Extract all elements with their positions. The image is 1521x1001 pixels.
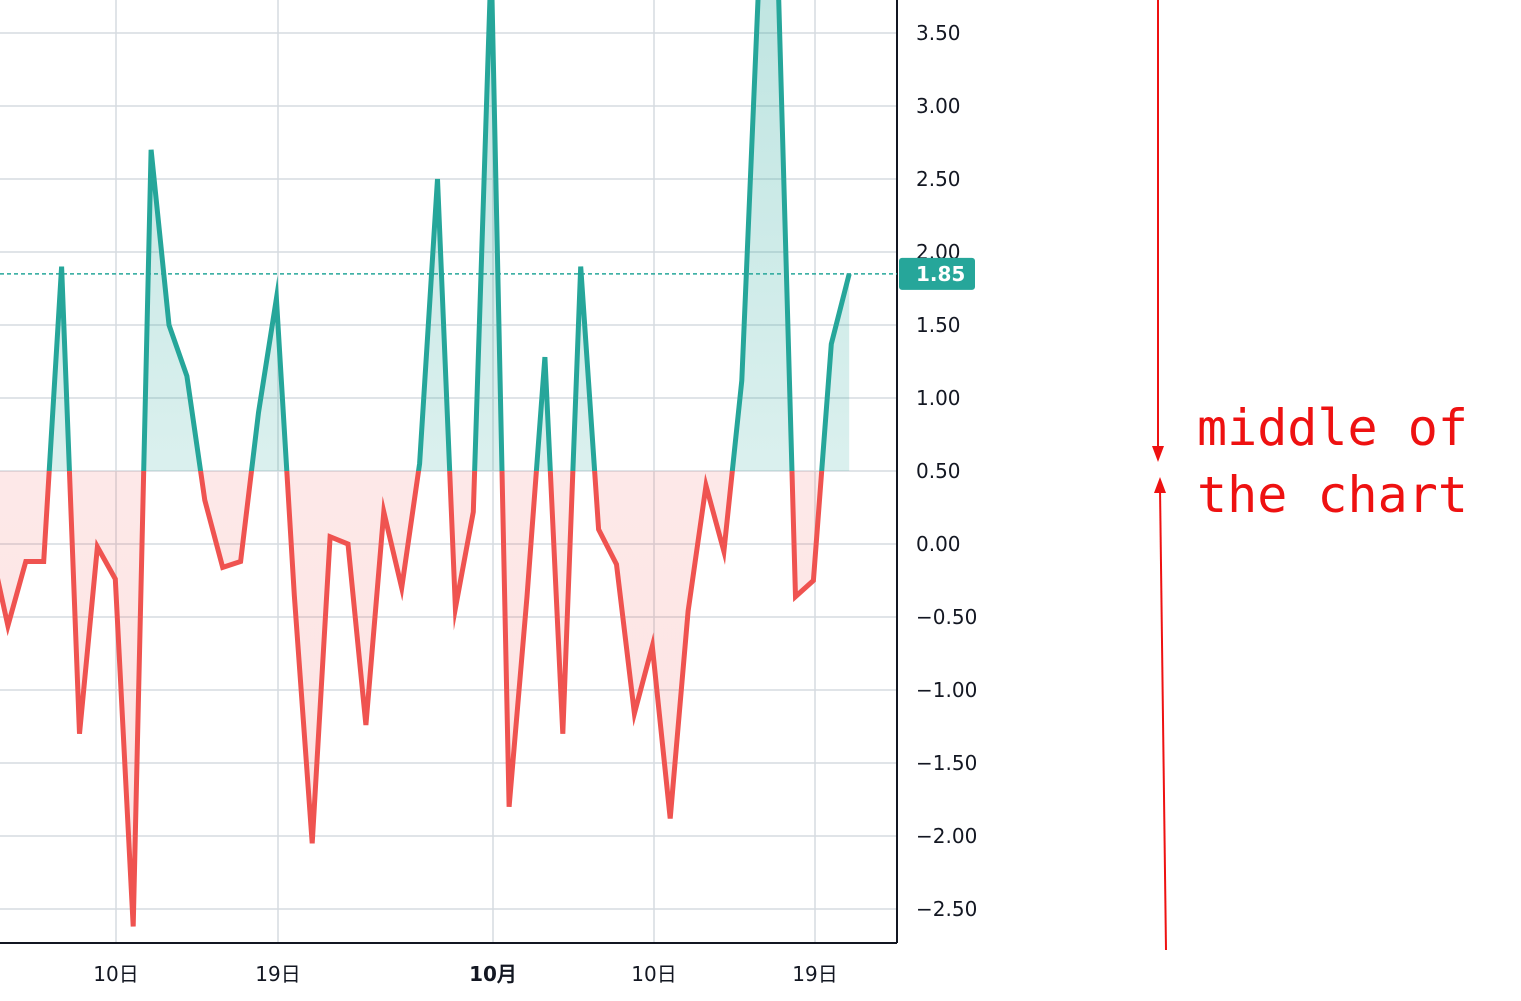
annotation-arrow-down-head: [1152, 446, 1164, 462]
area-fill-below: [0, 471, 850, 927]
x-tick-label: 19日: [792, 962, 837, 986]
y-tick-label: −1.00: [916, 678, 977, 702]
y-tick-label: 2.50: [916, 167, 961, 191]
y-axis-labels: 3.503.002.502.001.501.000.500.00−0.50−1.…: [916, 21, 977, 921]
area-fill-above: [0, 0, 850, 471]
y-tick-label: 3.00: [916, 94, 961, 118]
last-value-badge: [899, 257, 975, 290]
series-line-below: [0, 471, 825, 927]
last-value-marker: 1.85: [0, 257, 975, 290]
annotation-arrow-up-line: [1159, 487, 1167, 951]
series-line: [0, 0, 852, 927]
x-tick-label: 10日: [631, 962, 676, 986]
annotation-text-line1: middle of: [1197, 399, 1468, 457]
y-tick-label: 1.00: [916, 386, 961, 410]
series-line-above: [46, 0, 852, 471]
y-tick-label: 1.50: [916, 313, 961, 337]
axes: [0, 0, 898, 944]
annotation-arrow-up-head: [1154, 477, 1166, 493]
y-tick-label: −2.50: [916, 897, 977, 921]
x-tick-label: 19日: [255, 962, 300, 986]
y-tick-label: −0.50: [916, 605, 977, 629]
area-fill: [0, 0, 850, 927]
y-tick-label: 0.50: [916, 459, 961, 483]
last-value-label: 1.85: [916, 262, 965, 286]
x-axis-labels: 10日 19日 10月 10日 19日: [93, 962, 837, 986]
x-tick-label: 10日: [93, 962, 138, 986]
y-tick-label: 0.00: [916, 532, 961, 556]
annotation: middle of the chart: [1152, 0, 1468, 951]
y-tick-label: −2.00: [916, 824, 977, 848]
y-tick-label: −1.50: [916, 751, 977, 775]
x-tick-label: 10月: [469, 962, 517, 986]
annotation-text-line2: the chart: [1197, 466, 1468, 524]
y-tick-label: 3.50: [916, 21, 961, 45]
